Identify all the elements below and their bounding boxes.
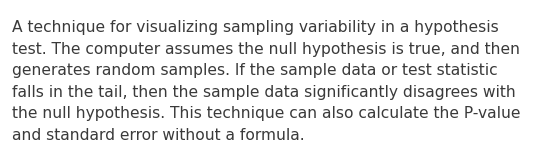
Text: A technique for visualizing sampling variability in a hypothesis
test. The compu: A technique for visualizing sampling var… xyxy=(12,20,521,143)
